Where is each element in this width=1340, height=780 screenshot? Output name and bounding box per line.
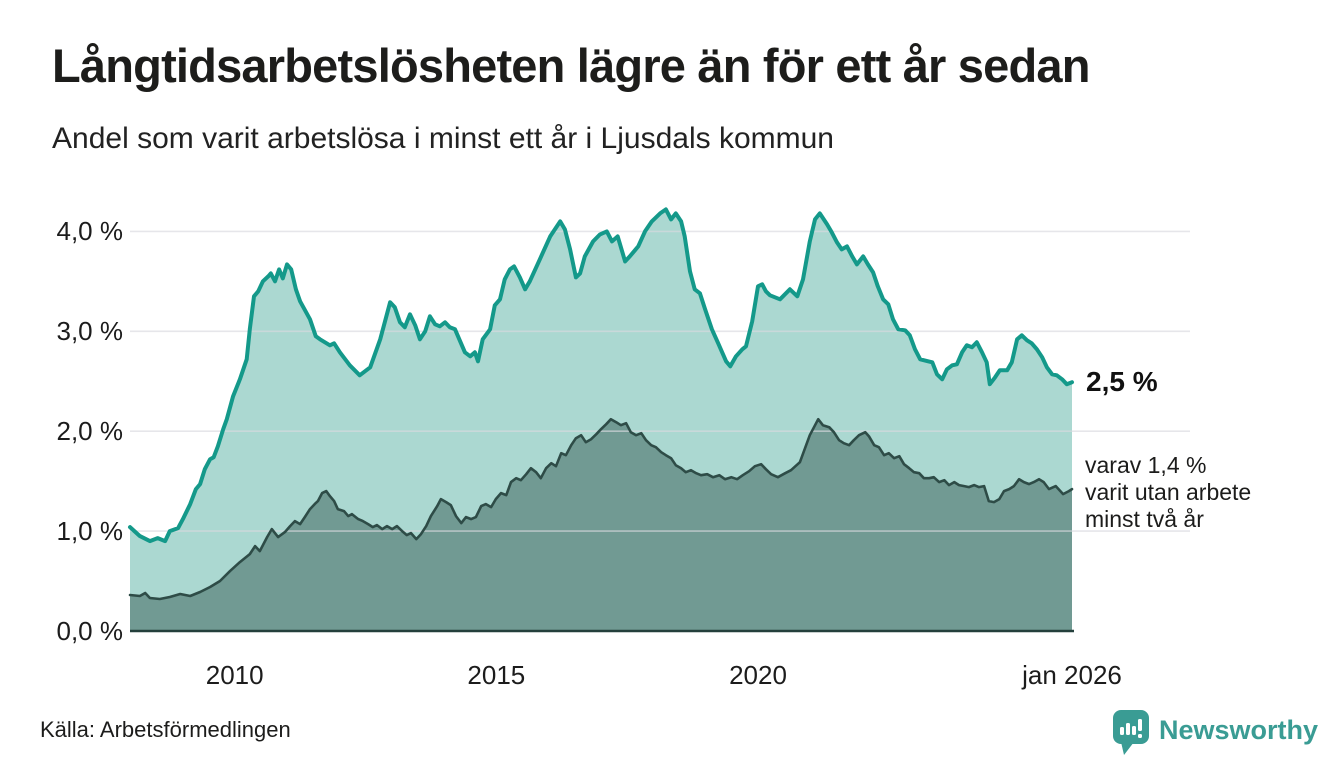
y-tick-label: 0,0 % — [56, 616, 124, 646]
line-two-plus — [128, 417, 1074, 601]
x-tick-label: 2015 — [467, 660, 526, 690]
y-tick-label: 2,0 % — [56, 416, 124, 447]
y-tick-label: 4,0 % — [56, 216, 124, 247]
series-end-label-two-years: varav 1,4 % varit utan arbete minst två … — [1085, 452, 1252, 532]
x-tick-label: jan 2026 — [1022, 660, 1122, 690]
line-total — [128, 207, 1074, 544]
brand-logo: Newsworthy — [1112, 708, 1318, 756]
area-two-plus — [130, 419, 1072, 631]
brand-name: Newsworthy — [1159, 715, 1319, 745]
page-title: Långtidsarbetslösheten lägre än för ett … — [52, 39, 1090, 92]
y-tick-label: 3,0 % — [56, 316, 124, 347]
series-end-label-total: 2,5 % — [1086, 366, 1158, 397]
x-tick-label: 2010 — [205, 660, 264, 690]
y-tick-label: 1,0 % — [56, 516, 124, 547]
page-subtitle: Andel som varit arbetslösa i minst ett å… — [52, 122, 834, 155]
x-tick-label: 2020 — [729, 660, 787, 690]
newsworthy-icon — [1113, 710, 1149, 755]
source-note: Källa: Arbetsförmedlingen — [40, 717, 291, 742]
